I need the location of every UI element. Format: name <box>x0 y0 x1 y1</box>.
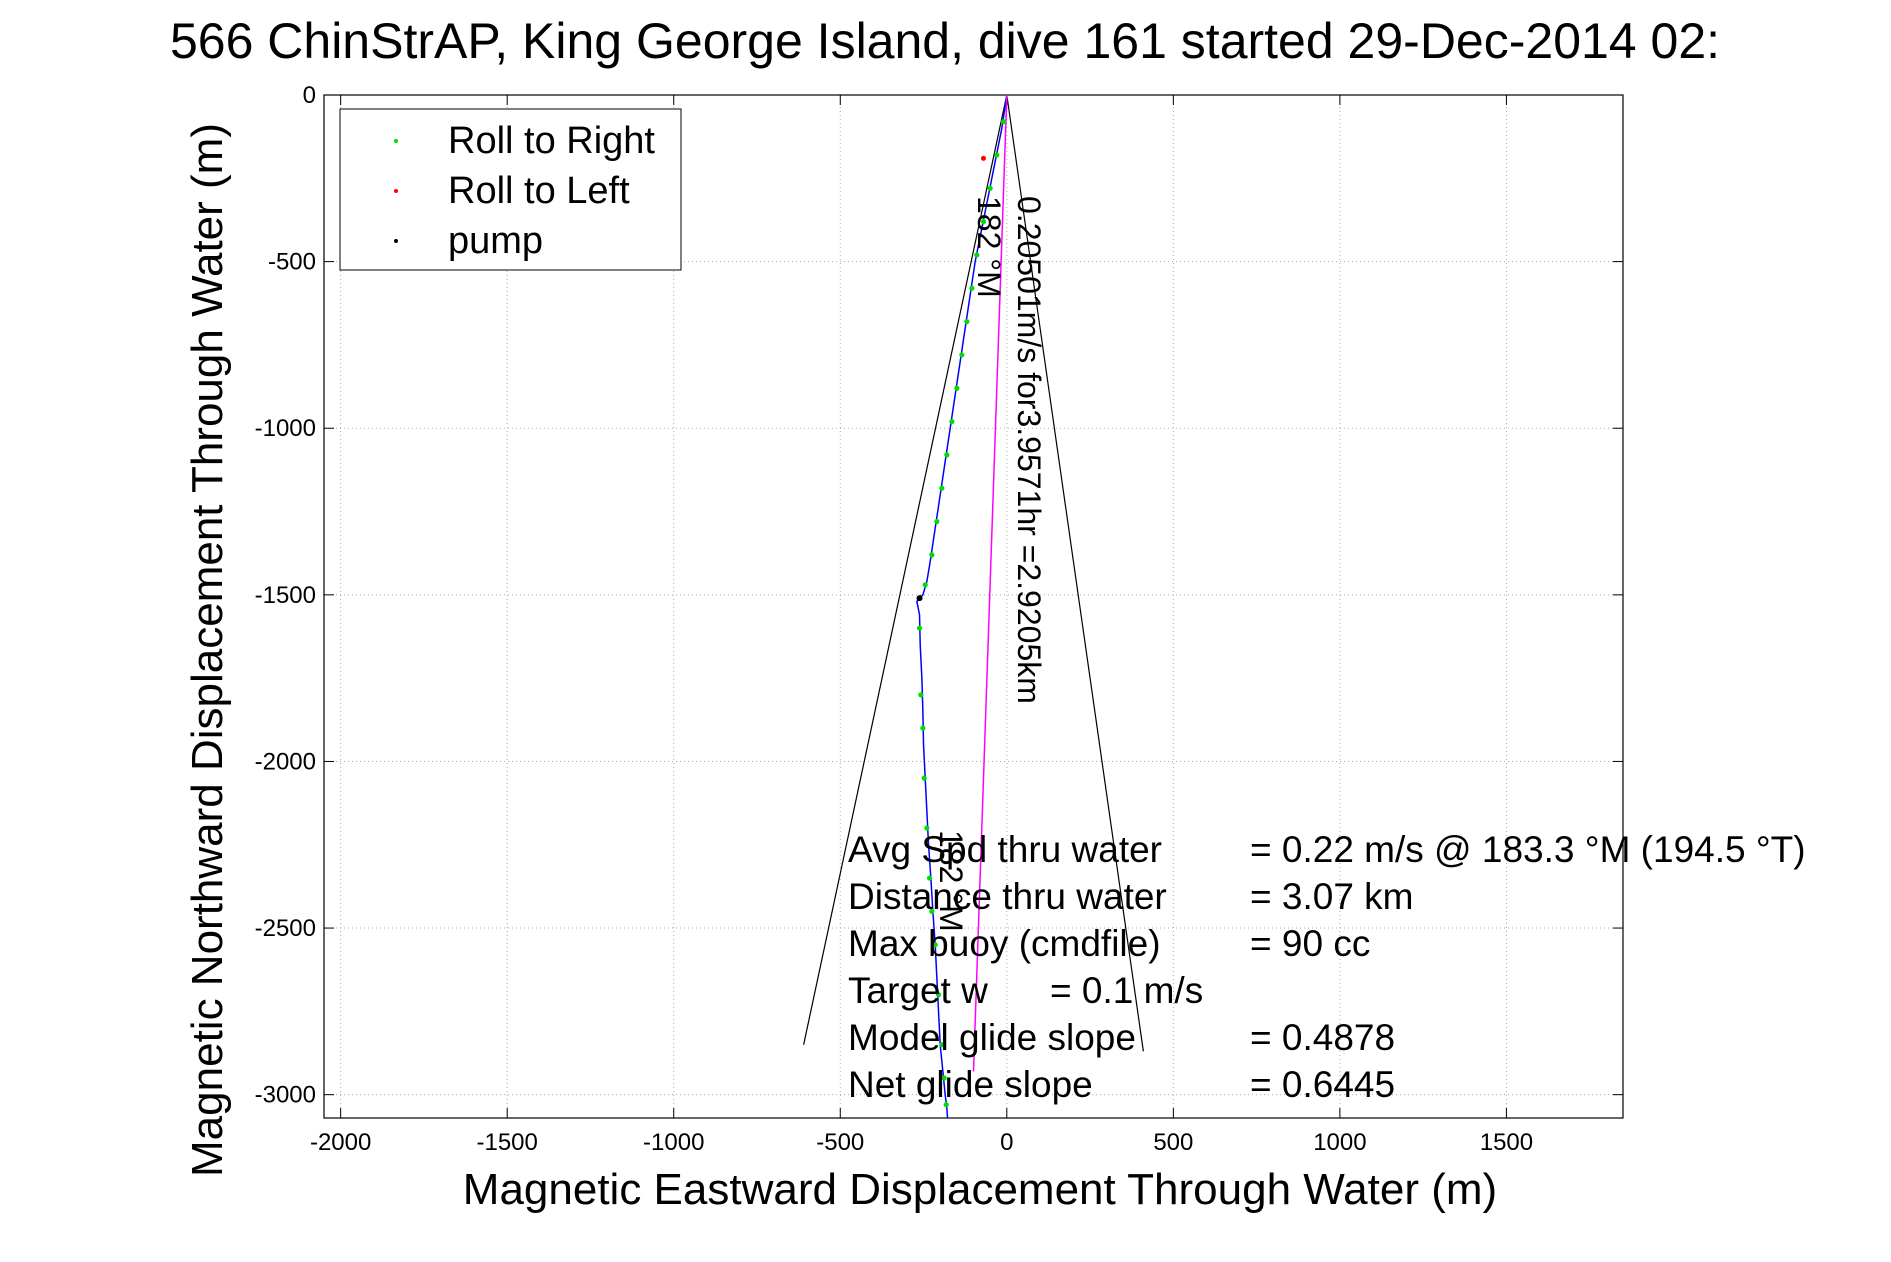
x-tick-label: -1500 <box>476 1129 537 1156</box>
legend: Roll to Right Roll to Left pump <box>339 108 682 271</box>
roll-right-point <box>935 992 942 998</box>
stat-label: Model glide slope <box>848 1017 1136 1058</box>
cone-line <box>803 94 1008 1045</box>
axis-ticks: -2000 -1500 -1000 -500 0 500 1000 1500 0 -500 -100… <box>255 82 1623 1156</box>
x-tick-label: 1500 <box>1480 1129 1533 1156</box>
plot-frame <box>323 94 1624 1119</box>
roll-right-point <box>932 942 938 948</box>
legend-marker-roll-left <box>394 189 398 193</box>
x-tick-label: 500 <box>1153 1129 1193 1156</box>
roll-right-point <box>939 1042 945 1048</box>
roll-right-point <box>954 385 960 391</box>
legend-marker-pump <box>394 239 398 243</box>
roll-right-point <box>974 252 980 258</box>
stat-label: Distance thru water <box>848 876 1167 917</box>
legend-label-pump: pump <box>448 220 543 262</box>
roll-right-point <box>980 219 987 225</box>
roll-right-point <box>987 185 993 191</box>
stat-value: = 3.07 km <box>1250 876 1414 917</box>
roll-right-point <box>994 152 1000 158</box>
stat-value: = 0.1 m/s <box>1050 970 1203 1011</box>
stat-label: Net glide slope <box>848 1064 1093 1105</box>
roll-right-point <box>924 825 930 831</box>
roll-right-point <box>934 518 940 525</box>
roll-right-point <box>929 552 935 558</box>
x-tick-label: 0 <box>1000 1129 1013 1156</box>
roll-right-point <box>916 625 923 631</box>
legend-label-roll-left: Roll to Left <box>448 170 630 212</box>
roll-right-point <box>949 418 955 425</box>
roll-right-point <box>964 318 970 325</box>
roll-right-point <box>944 452 950 458</box>
roll-right-point <box>920 725 926 731</box>
stat-value: = 90 cc <box>1250 923 1370 964</box>
roll-right-point <box>918 692 924 698</box>
y-tick-label: -2500 <box>255 915 316 942</box>
roll-right-point <box>939 485 945 491</box>
roll-right-point <box>926 875 933 881</box>
y-axis-label: Magnetic Northward Displacement Through … <box>183 123 232 1177</box>
x-tick-label: -2000 <box>310 1129 371 1156</box>
x-tick-label: -500 <box>816 1129 864 1156</box>
roll-right-point <box>959 352 965 358</box>
legend-marker-roll-right <box>394 139 398 143</box>
y-tick-label: -1000 <box>255 415 316 442</box>
stats-block: Avg Spd thru water = 0.22 m/s @ 183.3 °M… <box>848 829 1806 1105</box>
y-tick-label: 0 <box>303 82 316 109</box>
annotation-heading-bottom: 182 °M <box>933 830 969 932</box>
roll-right-point <box>941 1075 947 1081</box>
stat-label: Target w <box>848 970 988 1011</box>
roll-right-point <box>921 775 927 781</box>
stat-value: = 0.6445 <box>1250 1064 1395 1105</box>
stat-label: Avg Spd thru water <box>848 829 1162 870</box>
roll-right-point <box>929 908 935 915</box>
pump-point <box>916 595 923 602</box>
y-tick-label: -1500 <box>255 582 316 609</box>
legend-label-roll-right: Roll to Right <box>448 120 655 162</box>
x-tick-label: 1000 <box>1313 1129 1366 1156</box>
series-group <box>916 94 1008 1119</box>
annotation-speed-line: 0.20501m/s for3.9571hr =2.9205km <box>1011 196 1047 704</box>
stat-value: = 0.22 m/s @ 183.3 °M (194.5 °T) <box>1250 829 1806 870</box>
y-tick-label: -500 <box>268 249 316 276</box>
roll-right-point <box>969 285 975 291</box>
annotation-heading-top: 182 °M <box>971 196 1007 298</box>
stat-label: Max buoy (cmdfile) <box>848 923 1161 964</box>
stat-value: = 0.4878 <box>1250 1017 1395 1058</box>
x-axis-label: Magnetic Eastward Displacement Through W… <box>463 1165 1497 1214</box>
roll-right-point <box>943 1102 949 1108</box>
roll-right-point <box>922 582 928 588</box>
chart-title: 566 ChinStrAP, King George Island, dive … <box>170 13 1720 69</box>
roll-right-point <box>1000 119 1007 125</box>
series-heading-line <box>972 94 1008 1072</box>
cone-lines <box>803 94 1144 1052</box>
y-tick-label: -2000 <box>255 748 316 775</box>
cone-line <box>1006 94 1144 1052</box>
x-tick-label: -1000 <box>643 1129 704 1156</box>
y-tick-label: -3000 <box>255 1082 316 1109</box>
series-track-line <box>916 94 1008 1119</box>
roll-left-point <box>980 155 986 161</box>
